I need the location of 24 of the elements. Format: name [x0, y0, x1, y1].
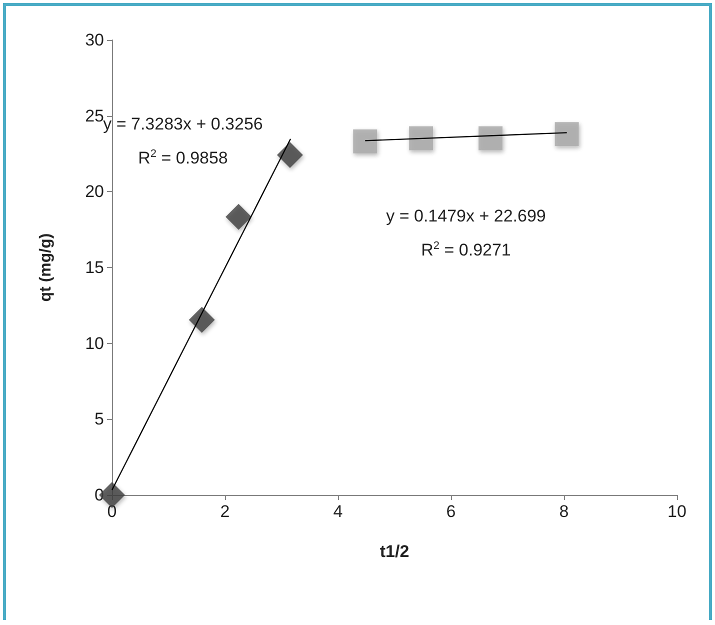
point	[353, 129, 378, 154]
x-tick-label: 8	[559, 502, 569, 521]
x-tick-label: 6	[446, 502, 456, 521]
y-tick-label: 20	[85, 182, 104, 202]
y-tick-label: 10	[85, 334, 104, 353]
annotation: y = 0.1479x + 22.699	[386, 206, 546, 226]
point	[554, 122, 579, 146]
y-tick-label: 15	[85, 258, 104, 277]
x-tick-label: 0	[107, 502, 117, 521]
x-tick-label: 2	[220, 502, 230, 521]
annotation: y = 7.3283x + 0.3256	[103, 114, 263, 134]
x-tick-label: 10	[668, 502, 686, 521]
point	[276, 142, 303, 168]
point	[226, 204, 252, 230]
y-tick-label: 5	[94, 410, 104, 429]
point	[478, 126, 503, 150]
y-tick-label: 30	[85, 30, 104, 50]
point	[409, 126, 434, 150]
x-tick-label: 4	[333, 502, 343, 521]
y-tick-label: 25	[85, 106, 104, 126]
y-axis-title: qt (mg/g)	[38, 233, 54, 302]
point	[188, 306, 215, 333]
x-axis-title: t1/2	[380, 542, 410, 561]
y-tick-label: 0	[94, 486, 104, 504]
